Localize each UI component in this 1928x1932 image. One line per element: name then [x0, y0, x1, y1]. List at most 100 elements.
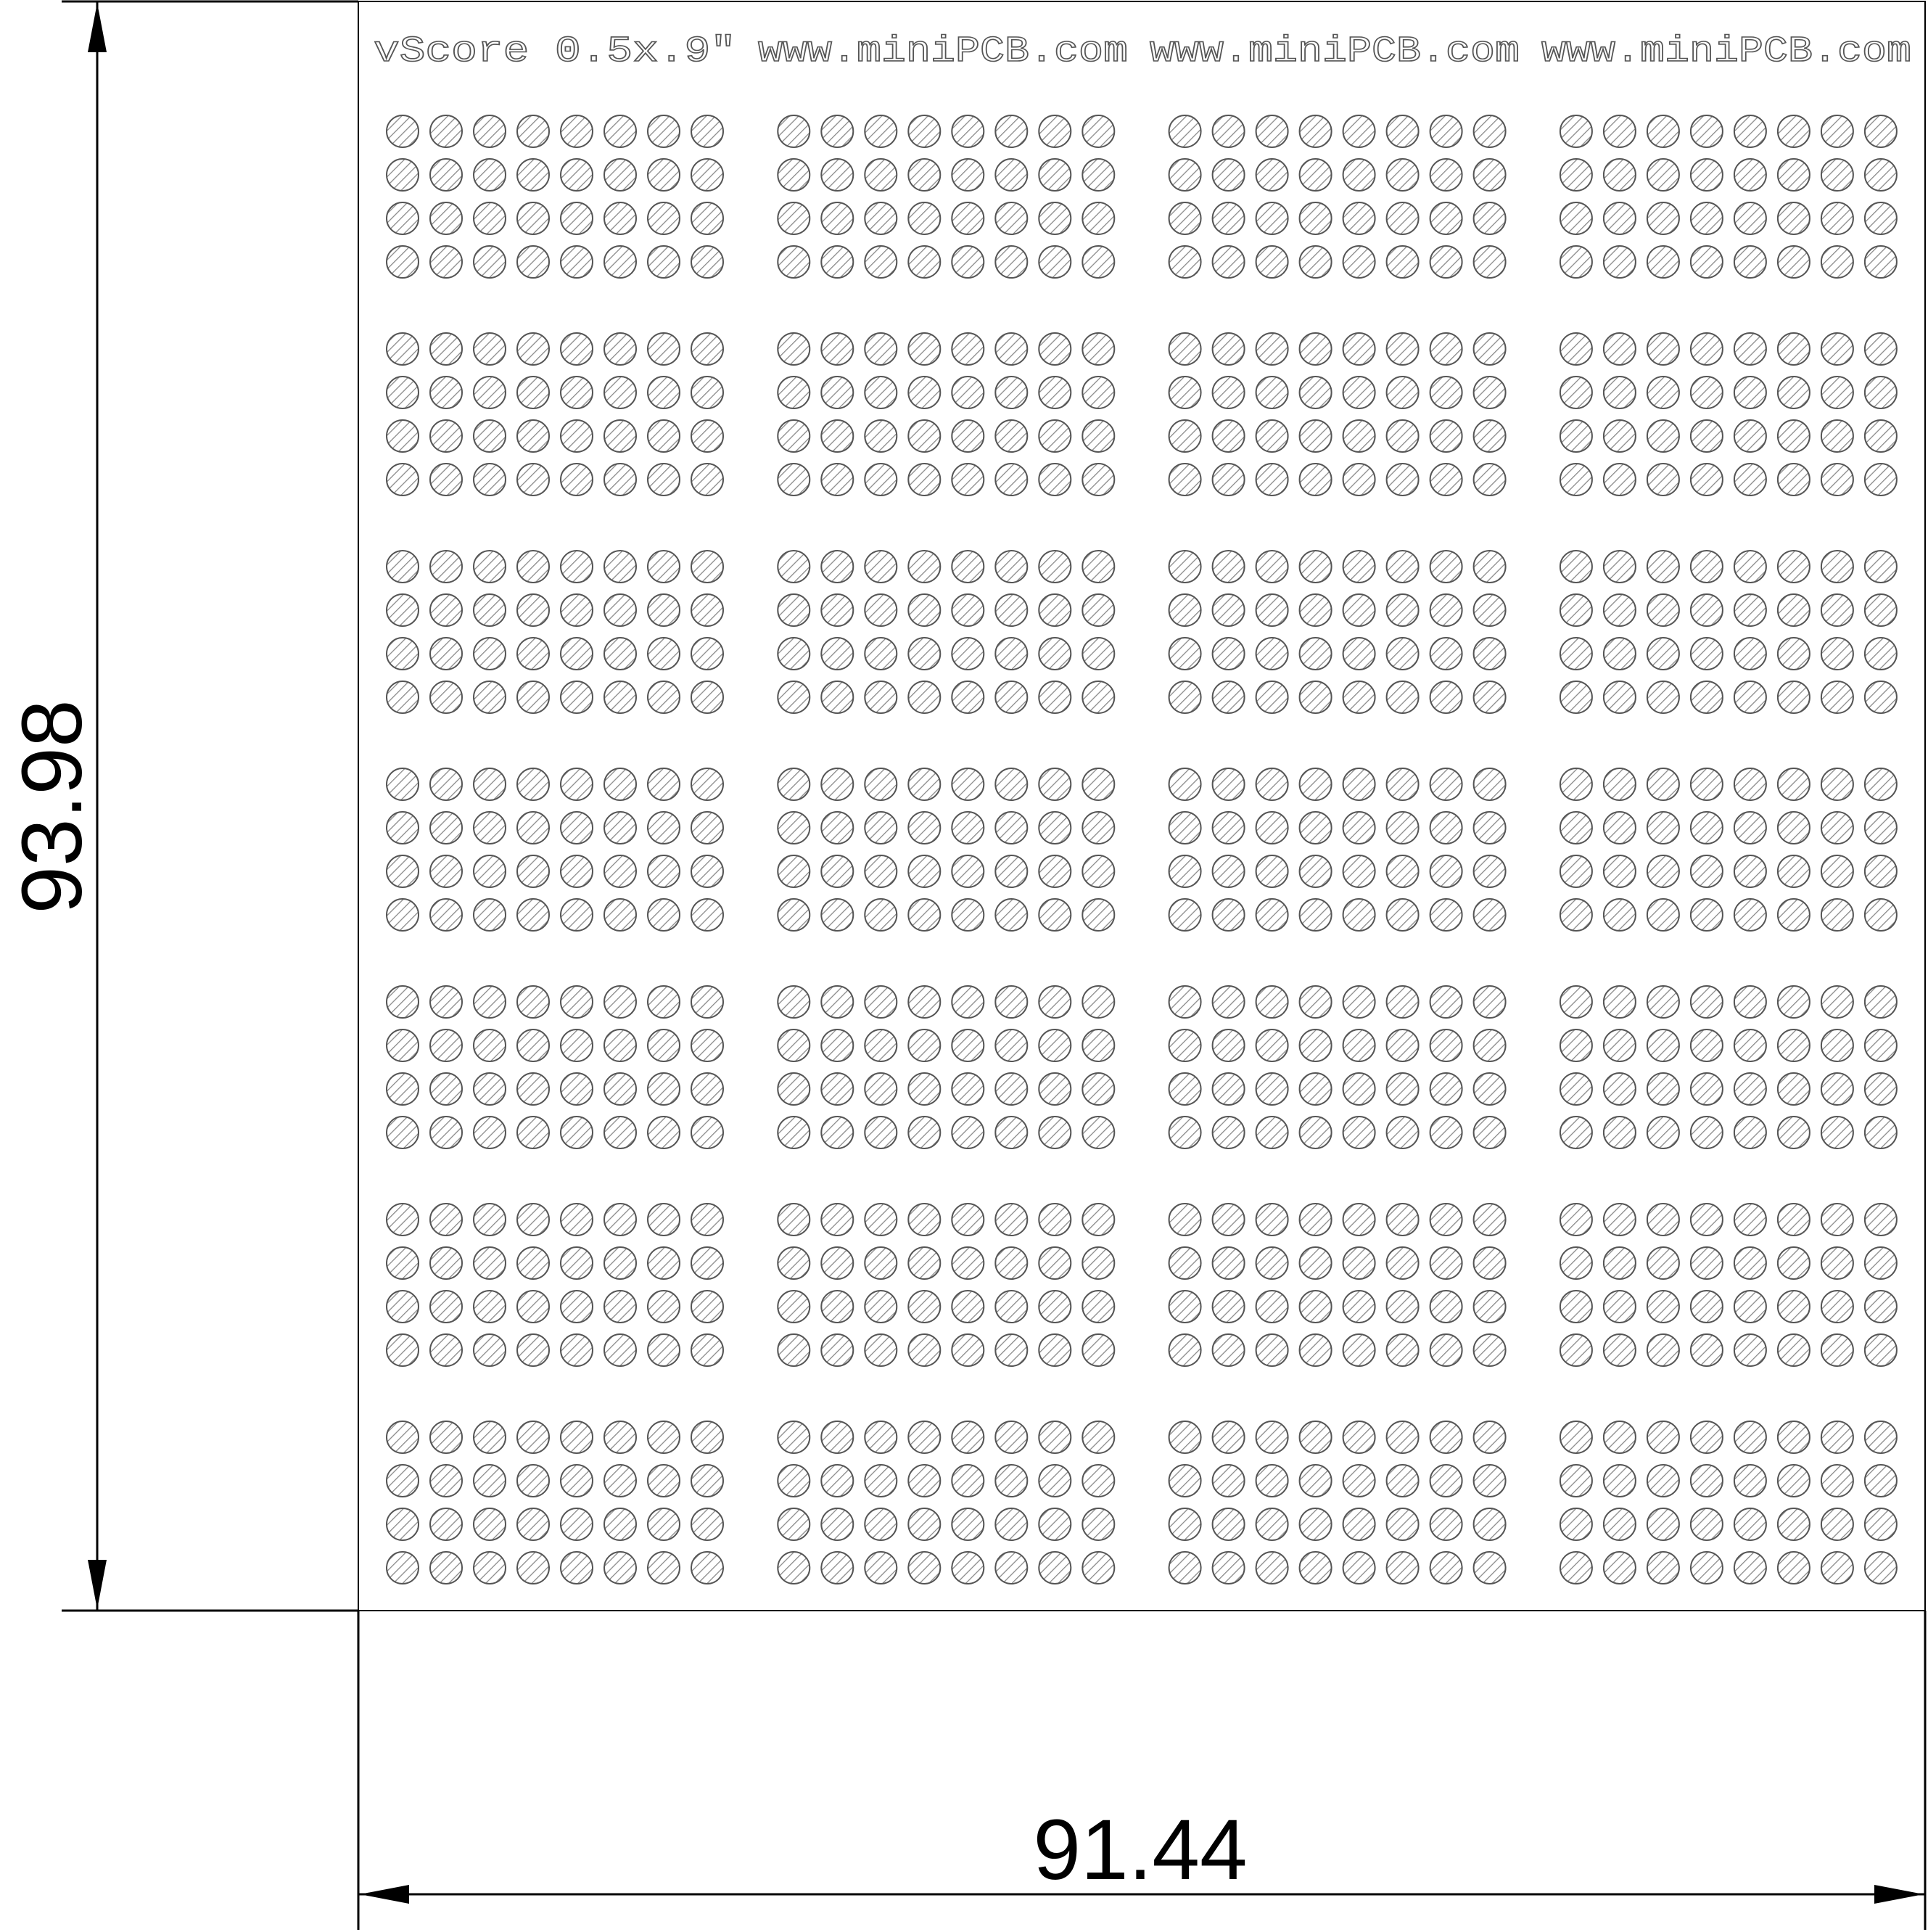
hole — [1733, 245, 1767, 279]
hole — [1255, 1421, 1289, 1454]
hole — [1820, 1333, 1854, 1367]
hole — [560, 1333, 593, 1367]
hole — [1646, 637, 1680, 670]
hole — [1559, 1246, 1593, 1280]
hole — [1559, 1029, 1593, 1062]
hole — [1038, 245, 1072, 279]
hole — [994, 681, 1029, 714]
hole — [1082, 593, 1116, 627]
hole — [560, 419, 593, 453]
hole — [1342, 419, 1376, 453]
hole — [1472, 115, 1507, 148]
hole — [1863, 811, 1898, 844]
hole-panel — [1559, 768, 1898, 932]
hole — [647, 898, 680, 932]
hole — [1342, 1333, 1376, 1367]
hole — [994, 1203, 1029, 1236]
hole — [516, 1116, 550, 1149]
hole — [1863, 419, 1898, 453]
hole — [1646, 1551, 1680, 1584]
hole — [820, 768, 854, 801]
hole — [1082, 550, 1116, 583]
hole — [1082, 637, 1116, 670]
hole — [429, 1333, 463, 1367]
hole — [1689, 158, 1723, 192]
hole — [1298, 550, 1332, 583]
hole — [1559, 681, 1593, 714]
hole — [429, 463, 463, 496]
hole — [1472, 1508, 1507, 1541]
hole — [1342, 158, 1376, 192]
hole — [1689, 593, 1723, 627]
hole — [1168, 376, 1202, 409]
hole — [907, 115, 942, 148]
hole — [1168, 681, 1202, 714]
hole — [1646, 768, 1680, 801]
hole — [1385, 1333, 1420, 1367]
hole — [1342, 681, 1376, 714]
hole — [1689, 1116, 1723, 1149]
hole — [691, 245, 724, 279]
hole — [907, 1333, 942, 1367]
hole — [1559, 1464, 1593, 1497]
hole — [516, 419, 550, 453]
hole — [864, 419, 898, 453]
hole — [1863, 463, 1898, 496]
hole — [1168, 1464, 1202, 1497]
hole — [1082, 1246, 1116, 1280]
hole — [1602, 1464, 1636, 1497]
hole — [1646, 681, 1680, 714]
hole — [1082, 1421, 1116, 1454]
hole — [1602, 332, 1636, 366]
hole — [1776, 1072, 1810, 1106]
hole — [647, 245, 680, 279]
hole — [1776, 985, 1810, 1019]
hole — [1559, 1333, 1593, 1367]
hole — [1646, 202, 1680, 235]
hole — [386, 898, 419, 932]
hole — [1082, 1116, 1116, 1149]
hole — [691, 1029, 724, 1062]
hole — [1820, 376, 1854, 409]
hole — [1776, 768, 1810, 801]
hole — [1820, 681, 1854, 714]
hole — [951, 115, 985, 148]
hole — [473, 855, 506, 888]
hole — [1776, 1551, 1810, 1584]
hole — [1559, 768, 1593, 801]
hole — [386, 115, 419, 148]
hole — [1429, 811, 1463, 844]
hole — [429, 1072, 463, 1106]
hole-panel — [386, 768, 724, 932]
hole — [1733, 419, 1767, 453]
hole — [864, 898, 898, 932]
hole — [386, 768, 419, 801]
hole — [1255, 855, 1289, 888]
hole — [473, 1246, 506, 1280]
hole — [907, 855, 942, 888]
hole — [1863, 637, 1898, 670]
hole — [1211, 637, 1245, 670]
hole — [1602, 550, 1636, 583]
hole — [603, 1116, 637, 1149]
hole — [1429, 1333, 1463, 1367]
hole — [1559, 1551, 1593, 1584]
hole — [777, 1333, 811, 1367]
hole — [1646, 898, 1680, 932]
hole — [1733, 1116, 1767, 1149]
hole — [1820, 768, 1854, 801]
hole — [386, 550, 419, 583]
hole — [647, 1246, 680, 1280]
hole — [1342, 245, 1376, 279]
hole — [951, 1290, 985, 1323]
hole — [994, 419, 1029, 453]
hole — [1689, 681, 1723, 714]
hole — [1733, 637, 1767, 670]
hole — [1255, 811, 1289, 844]
hole — [1429, 593, 1463, 627]
hole — [1342, 768, 1376, 801]
hole — [603, 376, 637, 409]
hole — [1211, 1290, 1245, 1323]
hole — [516, 1029, 550, 1062]
hole — [560, 1203, 593, 1236]
